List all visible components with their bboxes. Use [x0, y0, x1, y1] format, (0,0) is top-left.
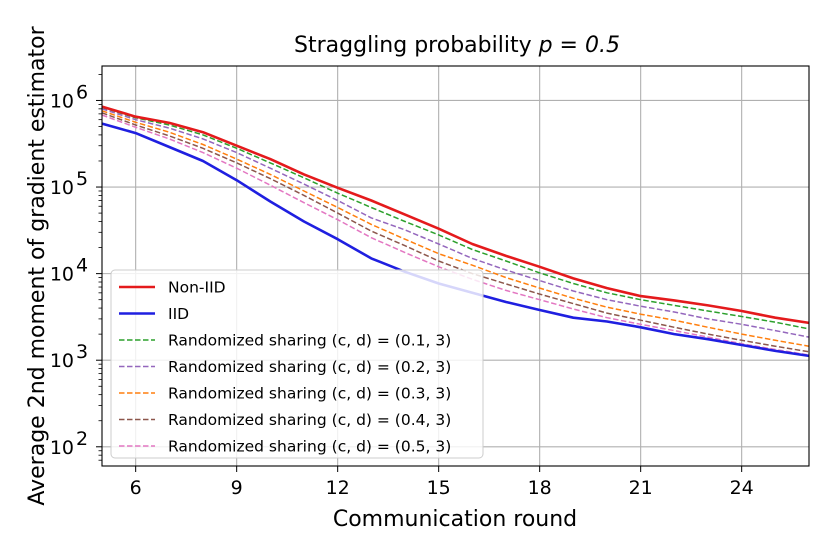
x-axis-ticks: 6 9 12 15 18 21 24	[130, 466, 754, 499]
y-axis-label: Average 2nd moment of gradient estimator	[25, 25, 50, 505]
y-tick-exponent: 6	[76, 81, 88, 103]
legend: Non-IID IID Randomized sharing (c, d) = (0.…	[110, 269, 484, 459]
y-tick-label: 10	[50, 264, 74, 286]
x-tick-label: 12	[326, 477, 350, 499]
x-tick-label: 15	[427, 477, 451, 499]
x-axis-label: Communication round	[333, 507, 577, 532]
chart-title-text: Straggling probability	[294, 33, 532, 58]
legend-label: Randomized sharing (c, d) = (0.5, 3)	[168, 438, 451, 456]
chart-title-math: p = 0.5	[538, 33, 620, 58]
series-line-1	[101, 105, 810, 325]
legend-label: Randomized sharing (c, d) = (0.3, 3)	[168, 385, 451, 403]
legend-label: Randomized sharing (c, d) = (0.1, 3)	[168, 332, 451, 350]
legend-label: IID	[168, 305, 189, 323]
y-tick-exponent: 3	[76, 341, 88, 363]
legend-label: Non-IID	[168, 279, 226, 297]
x-tick-label: 6	[130, 477, 142, 499]
x-tick-label: 24	[730, 477, 754, 499]
y-tick-label: 10	[50, 177, 74, 199]
series-line-3	[101, 106, 810, 330]
legend-label: Randomized sharing (c, d) = (0.4, 3)	[168, 411, 451, 429]
y-tick-exponent: 5	[76, 168, 88, 190]
y-tick-label: 10	[50, 90, 74, 112]
x-tick-label: 21	[629, 477, 653, 499]
x-tick-label: 9	[231, 477, 243, 499]
series-line-4	[101, 108, 810, 338]
legend-label: Randomized sharing (c, d) = (0.2, 3)	[168, 358, 451, 376]
y-tick-label: 10	[50, 437, 74, 459]
x-tick-label: 18	[528, 477, 552, 499]
chart-title: Straggling probability p = 0.5	[294, 33, 620, 58]
y-tick-label: 10	[50, 350, 74, 372]
plot-frame	[101, 65, 810, 467]
legend-box	[110, 269, 484, 459]
series-line-5	[101, 110, 810, 347]
series-line-6	[101, 112, 810, 353]
y-tick-exponent: 2	[76, 428, 88, 450]
y-tick-exponent: 4	[76, 255, 88, 277]
